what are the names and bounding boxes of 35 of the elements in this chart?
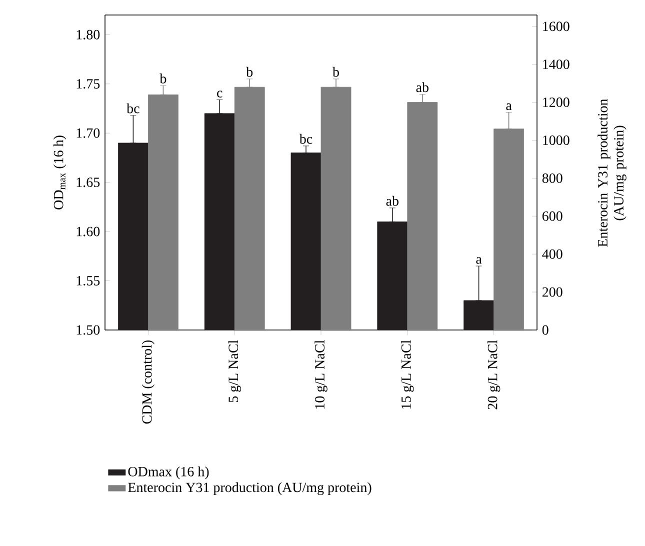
y2-tick-label: 400 [542,249,562,259]
x-tick-label: 15 g/L NaCl [401,340,414,409]
y-axis-title: OD$_{max}$ (16 h) [53,136,66,210]
x-tick-label: CDM (control) [142,340,155,424]
y-tick-label: 1.75 [76,79,100,89]
y2-tick-label: 0 [542,325,548,335]
legend-label: ODmax (16 h) [128,466,209,480]
y2-tick-label: 1400 [543,60,570,70]
data-label: c [217,90,222,98]
y-tick-label: 1.80 [76,30,100,40]
data-label: bc [126,103,140,114]
y-tick-label: 1.65 [76,178,100,188]
x-tick-label: 5 g/L NaCl [228,340,241,402]
y2-tick-label: 1000 [543,136,570,145]
data-label: bc [299,134,312,144]
data-label: b [160,74,166,84]
y2-axis-title: Enterocin Y31 production (AU/mg protein) [598,98,626,247]
y-tick-label: 1.60 [76,226,100,236]
y2-tick-label: 800 [542,173,562,183]
data-label: a [476,257,482,264]
data-label: a [506,103,512,110]
y2-tick-label: 200 [542,287,562,297]
legend-label: Enterocin Y31 production (AU/mg protein) [128,482,372,496]
x-tick-label: 20 g/L NaCl [487,340,500,410]
data-label: ab [416,82,428,92]
data-label: b [246,66,253,77]
y-tick-label: 1.70 [76,128,100,138]
y-tick-label: 1.55 [76,276,100,286]
data-label: b [332,66,339,77]
x-tick-label: 10 g/L NaCl [314,340,328,409]
y2-tick-label: 1600 [543,22,570,32]
data-label: ab [386,196,398,206]
y2-tick-label: 1200 [543,98,570,108]
y2-tick-label: 600 [542,211,562,221]
y-tick-label: 1.50 [76,325,100,335]
